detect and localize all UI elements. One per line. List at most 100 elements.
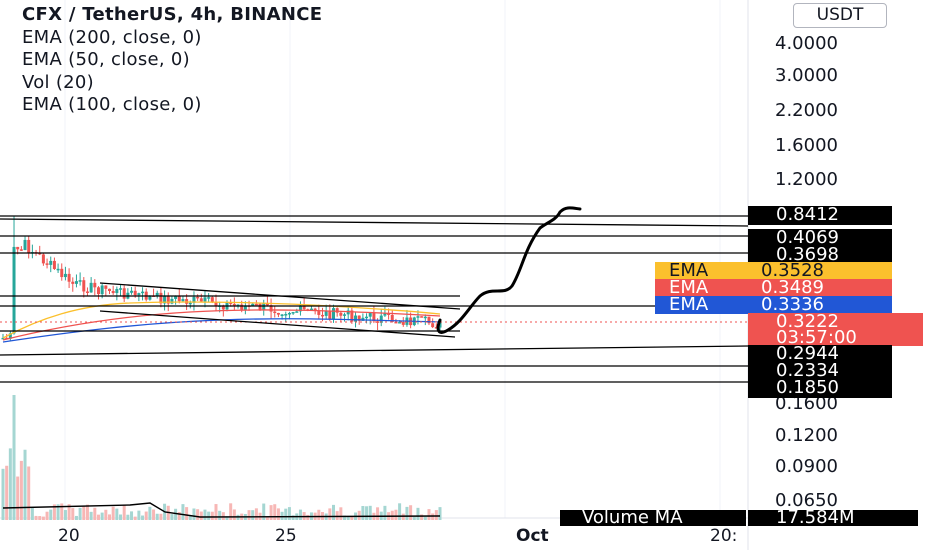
candle-body (67, 273, 71, 282)
price-label-0-2334: 0.2334 (748, 362, 892, 381)
volume-bar (96, 514, 100, 520)
candle-body (85, 291, 89, 293)
candle-body (63, 273, 67, 278)
candle-body (354, 315, 358, 322)
volume-bar (126, 514, 130, 520)
volume-bar (199, 511, 203, 520)
volume-bar (41, 516, 45, 520)
volume-bar (427, 509, 431, 520)
candle-body (332, 308, 336, 320)
volume-bar (137, 510, 141, 520)
currency-button[interactable]: USDT (793, 3, 887, 28)
trendline-drawing (99, 310, 456, 338)
price-label-0-8412: 0.8412 (748, 206, 892, 225)
volume-bar (339, 507, 343, 520)
candle-body (317, 311, 321, 315)
price-axis-tick: 0.1200 (775, 425, 838, 446)
volume-bar (405, 506, 409, 520)
ema-value: 0.3336 (761, 294, 824, 315)
volume-bar (254, 508, 258, 520)
candle-body (82, 280, 86, 292)
candle-body (357, 315, 361, 321)
volume-bar (284, 508, 288, 520)
volume-bar (111, 506, 115, 520)
volume-bar (45, 511, 49, 520)
volume-bar (85, 504, 89, 520)
ema-50-price-label: EMA 0.3528 (655, 262, 892, 280)
volume-bar (361, 505, 365, 520)
candle-body (199, 298, 203, 302)
time-axis-tick: 25 (275, 526, 297, 546)
projection-brush-drawing (436, 206, 582, 334)
volume-bar (420, 514, 424, 520)
price-label-0-2944: 0.2944 (748, 345, 892, 364)
candle-body (295, 311, 299, 313)
ema-100-price-label: EMA 0.3489 (655, 279, 892, 297)
candle-body (309, 308, 313, 311)
volume-ma-line (2, 502, 441, 518)
candle-body (19, 249, 23, 251)
volume-bar (19, 460, 23, 520)
candle-body (38, 252, 42, 255)
last-price-value: 0.3222 (776, 311, 839, 332)
candle-body (350, 310, 354, 322)
user-drawings[interactable] (0, 206, 749, 383)
ema-100-line (2, 309, 441, 341)
indicator-ema-50[interactable]: EMA (50, close, 0) (22, 49, 190, 70)
volume-bar (93, 507, 97, 520)
symbol-title[interactable]: CFX / TetherUS, 4h, BINANCE (22, 4, 323, 25)
candle-body (141, 291, 145, 294)
volume-ma-value-label: 17.584M (748, 507, 918, 528)
volume-bar (174, 508, 178, 520)
volume-bar (185, 507, 189, 520)
volume-bar (152, 509, 156, 520)
candle-body (372, 312, 376, 322)
candle-body (163, 295, 167, 304)
candle-body (181, 299, 185, 302)
volume-bar (177, 512, 181, 520)
volume-bar (273, 504, 277, 520)
candle-body (27, 239, 31, 253)
candle-body (427, 316, 431, 324)
volume-ma-value: 17.584M (776, 507, 855, 528)
candle-body (93, 282, 97, 288)
indicator-volume[interactable]: Vol (20) (22, 71, 95, 93)
ema-label: EMA (669, 294, 709, 315)
ema-lines (0, 301, 748, 518)
candle-body (203, 297, 207, 302)
indicator-ema-200[interactable]: EMA (200, close, 0) (22, 26, 202, 48)
candle-body (1, 337, 5, 340)
candle-body (401, 322, 405, 325)
volume-bar (52, 504, 56, 520)
indicator-ema-100[interactable]: EMA (100, close, 0) (22, 94, 202, 115)
candle-body (273, 311, 277, 314)
volume-bar (438, 507, 442, 520)
volume-bar (207, 511, 211, 520)
candle-body (45, 263, 49, 265)
candle-body (324, 310, 328, 316)
volume-bars (1, 395, 442, 520)
volume-bar (276, 508, 280, 520)
price-axis-tick: 1.2000 (775, 169, 838, 190)
volume-bar (192, 508, 196, 520)
candle-body (236, 304, 240, 307)
candle-body (251, 303, 255, 306)
volume-bar (210, 511, 214, 520)
volume-bar (376, 507, 380, 520)
ema-200-price-label: EMA 0.3336 (655, 296, 892, 314)
volume-bar (350, 516, 354, 520)
ema-label: EMA (669, 260, 709, 281)
candle-body (74, 281, 78, 284)
volume-bar (398, 503, 402, 520)
candle-body (104, 285, 108, 289)
volume-bar (390, 510, 394, 520)
volume-bar (317, 509, 321, 520)
candle-body (96, 287, 100, 295)
candle-body (177, 296, 181, 302)
candle-body (232, 303, 236, 306)
price-label-value: 0.4069 (776, 227, 839, 248)
price-label-value: 0.8412 (776, 204, 839, 225)
candle-body (346, 310, 350, 315)
